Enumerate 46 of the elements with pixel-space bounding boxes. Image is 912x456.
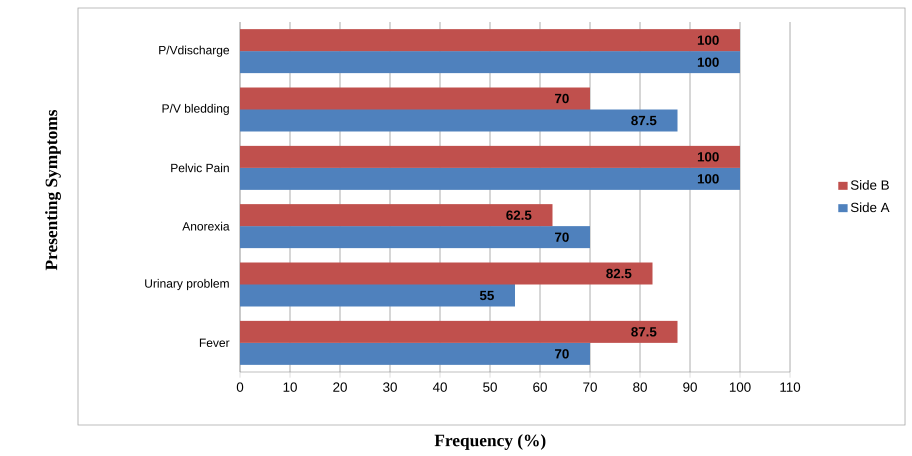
y-tick-label: Pelvic Pain — [171, 163, 229, 172]
data-label: 87.5 — [631, 116, 656, 126]
y-tick-label: P/V bledding — [162, 104, 229, 116]
x-tick-label: 40 — [432, 382, 447, 392]
y-tick-label: Anorexia — [182, 222, 230, 231]
bar — [240, 342, 590, 365]
y-tick-label: Fever — [200, 338, 230, 348]
x-tick-label: 60 — [533, 382, 547, 392]
data-label: 100 — [698, 152, 719, 162]
data-label: 70 — [555, 232, 569, 242]
legend-label: Side B — [850, 180, 889, 190]
y-tick-label: P/Vdischarge — [159, 46, 230, 57]
bar — [240, 284, 516, 306]
data-label: 62.5 — [506, 210, 532, 220]
data-label: 100 — [698, 35, 719, 45]
bar — [240, 262, 653, 284]
x-tick-label: 80 — [633, 382, 647, 392]
bar — [240, 168, 740, 190]
x-tick-label: 110 — [780, 382, 800, 392]
x-tick-label: 10 — [284, 382, 297, 392]
bar — [240, 88, 590, 110]
bar — [240, 29, 740, 52]
bar — [240, 110, 678, 132]
legend-label: Side A — [850, 202, 890, 212]
data-label: 70 — [555, 94, 569, 104]
x-tick-label: 100 — [730, 382, 751, 392]
y-axis-title: Presenting Symptoms — [45, 110, 61, 270]
x-tick-label: 30 — [383, 382, 397, 392]
x-tick-label: 70 — [583, 382, 597, 392]
bar — [240, 204, 553, 226]
bar — [240, 146, 740, 168]
data-label: 87.5 — [631, 327, 656, 337]
x-tick-label: 20 — [333, 382, 347, 392]
x-axis-title: Frequency (%) — [434, 434, 546, 450]
data-label: 82.5 — [606, 268, 632, 278]
x-tick-label: 50 — [483, 382, 497, 392]
data-label: 70 — [555, 349, 569, 359]
data-label: 100 — [698, 174, 719, 184]
x-tick-label: 90 — [683, 382, 697, 392]
data-label: 100 — [698, 57, 719, 67]
bar — [240, 226, 590, 248]
y-tick-label: Urinary problem — [145, 278, 229, 290]
bar — [240, 320, 678, 343]
data-label: 55 — [480, 290, 494, 300]
x-tick-label: 0 — [236, 382, 244, 392]
bar — [240, 51, 740, 74]
